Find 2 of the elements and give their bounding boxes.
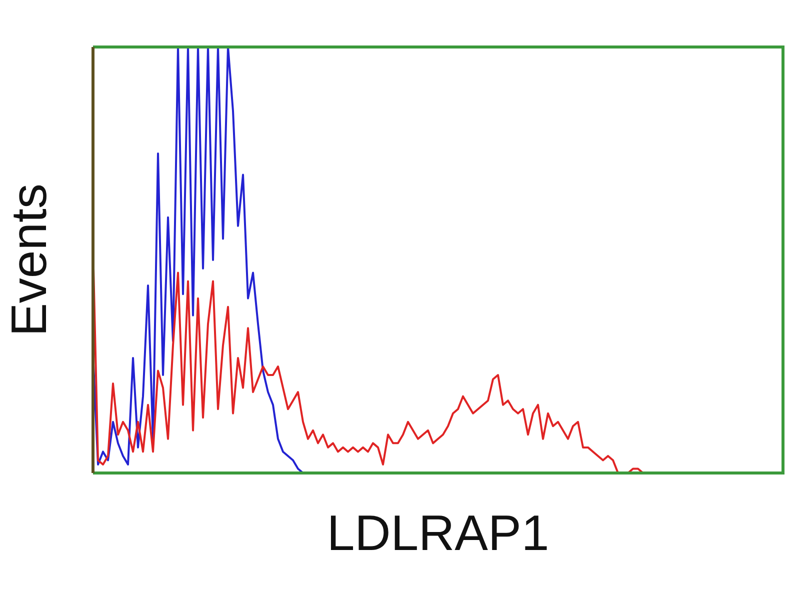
- x-axis-title: LDLRAP1: [326, 504, 550, 561]
- y-axis-title: Events: [0, 184, 57, 336]
